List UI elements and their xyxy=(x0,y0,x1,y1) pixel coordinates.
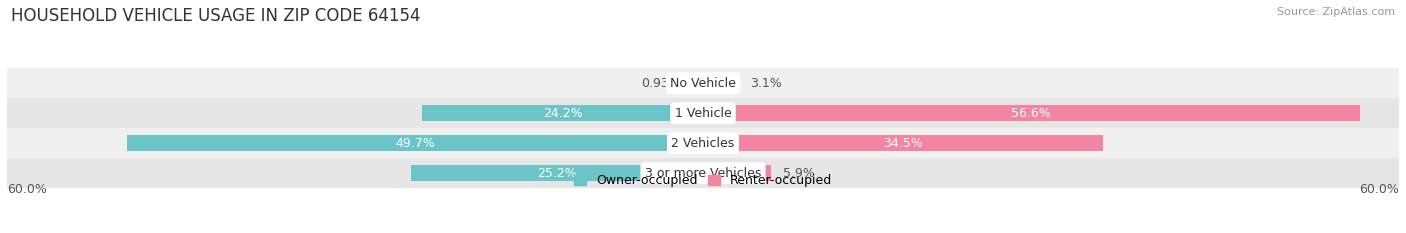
Text: 3 or more Vehicles: 3 or more Vehicles xyxy=(645,167,761,180)
Bar xyxy=(703,165,772,181)
Bar xyxy=(7,98,1399,128)
Text: 34.5%: 34.5% xyxy=(883,137,922,150)
Bar xyxy=(692,75,703,92)
Text: 1 Vehicle: 1 Vehicle xyxy=(675,107,731,120)
Bar xyxy=(7,128,1399,158)
Text: HOUSEHOLD VEHICLE USAGE IN ZIP CODE 64154: HOUSEHOLD VEHICLE USAGE IN ZIP CODE 6415… xyxy=(11,7,420,25)
Text: 56.6%: 56.6% xyxy=(1011,107,1052,120)
Text: 0.93%: 0.93% xyxy=(641,77,681,90)
Text: 60.0%: 60.0% xyxy=(1360,183,1399,196)
Text: 60.0%: 60.0% xyxy=(7,183,46,196)
Bar xyxy=(7,158,1399,188)
Legend: Owner-occupied, Renter-occupied: Owner-occupied, Renter-occupied xyxy=(574,174,832,187)
Text: 3.1%: 3.1% xyxy=(751,77,782,90)
Bar xyxy=(127,135,703,151)
Text: No Vehicle: No Vehicle xyxy=(671,77,735,90)
Text: 5.9%: 5.9% xyxy=(783,167,815,180)
Bar xyxy=(703,75,740,92)
Text: 49.7%: 49.7% xyxy=(395,137,434,150)
Text: 25.2%: 25.2% xyxy=(537,167,576,180)
Bar xyxy=(703,105,1360,121)
Text: 24.2%: 24.2% xyxy=(543,107,582,120)
Bar xyxy=(703,135,1104,151)
Bar xyxy=(7,68,1399,98)
Text: 2 Vehicles: 2 Vehicles xyxy=(672,137,734,150)
Text: Source: ZipAtlas.com: Source: ZipAtlas.com xyxy=(1277,7,1395,17)
Bar xyxy=(411,165,703,181)
Bar xyxy=(422,105,703,121)
